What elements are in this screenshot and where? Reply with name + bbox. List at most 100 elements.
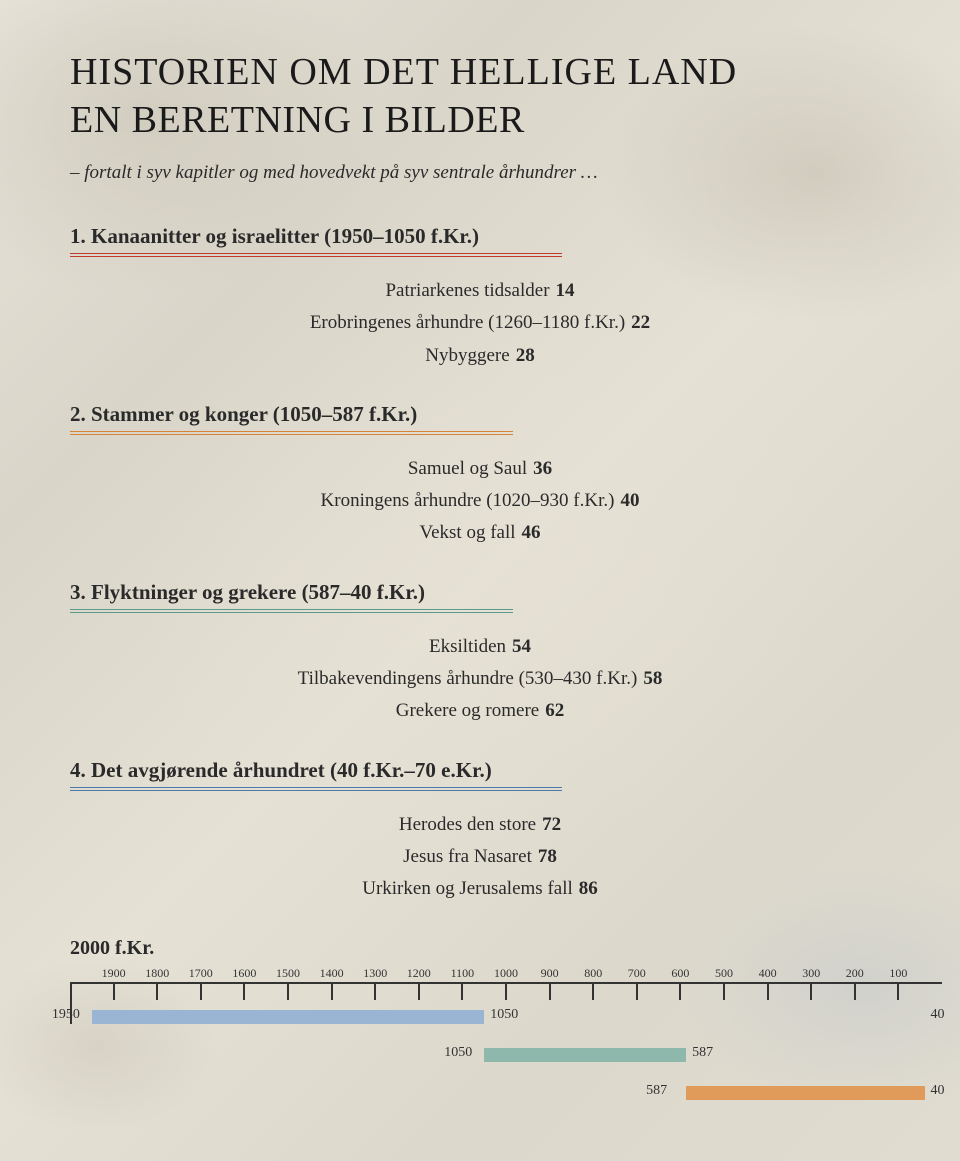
sub-item-text: Patriarkenes tidsalder (385, 280, 549, 301)
chapter-title: 4. Det avgjørende århundret (40 f.Kr.–70… (70, 758, 890, 783)
sub-item-text: Urkirken og Jerusalems fall (362, 878, 573, 899)
timeline-tick (636, 984, 638, 1000)
timeline-tick-label: 900 (541, 966, 559, 981)
bar-label-left: 1050 (444, 1045, 472, 1061)
timeline-bar-row: 587 40 (70, 1083, 942, 1113)
bar-label-right: 1050 (490, 1007, 518, 1023)
timeline-tick-label: 200 (846, 966, 864, 981)
timeline-bar (686, 1086, 924, 1100)
chapter-rule (70, 253, 562, 257)
timeline-tick-label: 1800 (145, 966, 169, 981)
timeline-tick-label: 1100 (451, 966, 475, 981)
table-of-contents: 1. Kanaanitter og israelitter (1950–1050… (70, 224, 890, 906)
timeline-tick (767, 984, 769, 1000)
chapter-rule (70, 609, 513, 613)
sub-item-page: 14 (556, 280, 575, 301)
timeline-tick (592, 984, 594, 1000)
chapter-sub-items: Samuel og Saul36 Kroningens århundre (102… (70, 453, 890, 550)
timeline-bars: 1950105040105058758740 (70, 1007, 942, 1121)
timeline-tick-label: 1900 (102, 966, 126, 981)
timeline-tick-label: 1200 (407, 966, 431, 981)
timeline-tick (200, 984, 202, 1000)
sub-item: Patriarkenes tidsalder 14 (70, 275, 890, 307)
sub-item-page: 78 (538, 846, 557, 867)
sub-item: Tilbakevendingens århundre (530–430 f.Kr… (70, 663, 890, 695)
chapter-title: 1. Kanaanitter og israelitter (1950–1050… (70, 224, 890, 249)
timeline-tick-label: 600 (671, 966, 689, 981)
sub-item-text: Grekere og romere (396, 700, 539, 721)
timeline-tick (113, 984, 115, 1000)
sub-item-text: Jesus fra Nasaret (403, 846, 532, 867)
timeline-tick-label: 100 (889, 966, 907, 981)
timeline-tick (505, 984, 507, 1000)
timeline-tick-label: 1600 (232, 966, 256, 981)
sub-item: Nybyggere 28 (70, 340, 890, 372)
sub-item: Eksiltiden 54 (70, 631, 890, 663)
timeline-tick (418, 984, 420, 1000)
timeline: 2000 f.Kr. 19001800170016001500140013001… (70, 937, 960, 1006)
timeline-tick-label: 800 (584, 966, 602, 981)
sub-item-text: Kroningens århundre (1020–930 f.Kr.) (321, 490, 615, 511)
sub-item-page: 46 (522, 522, 541, 543)
sub-item-page: 86 (579, 878, 598, 899)
timeline-bar-row: 1050 587 (70, 1045, 942, 1075)
sub-item-text: Vekst og fall (419, 522, 515, 543)
sub-item-text: Eksiltiden (429, 636, 506, 657)
timeline-tick (287, 984, 289, 1000)
chapter-title: 2. Stammer og konger (1050–587 f.Kr.) (70, 402, 890, 427)
timeline-tick-label: 1400 (320, 966, 344, 981)
sub-item: Herodes den store72 (70, 809, 890, 841)
timeline-axis: 1900180017001600150014001300120011001000… (70, 966, 960, 1006)
timeline-tick (331, 984, 333, 1000)
sub-item-page: 54 (512, 636, 531, 657)
sub-item-text: Tilbakevendingens århundre (530–430 f.Kr… (298, 668, 638, 689)
sub-item: Erobringenes århundre (1260–1180 f.Kr.)2… (70, 307, 890, 339)
sub-item: Grekere og romere 62 (70, 695, 890, 727)
timeline-tick-label: 500 (715, 966, 733, 981)
timeline-tick (156, 984, 158, 1000)
timeline-tick-label: 400 (759, 966, 777, 981)
timeline-tick (854, 984, 856, 1000)
bar-label-right: 40 (931, 1083, 945, 1099)
bar-label-right: 587 (692, 1045, 713, 1061)
title-line-1: HISTORIEN OM DET HELLIGE LAND (70, 50, 890, 94)
chapter-rule (70, 431, 513, 435)
chapter-sub-items: Patriarkenes tidsalder 14 Erobringenes årh… (70, 275, 890, 372)
sub-item-page: 36 (533, 458, 552, 479)
sub-item-page: 72 (542, 814, 561, 835)
sub-item-page: 62 (545, 700, 564, 721)
timeline-start-label: 2000 f.Kr. (70, 937, 960, 960)
sub-item-text: Erobringenes århundre (1260–1180 f.Kr.) (310, 312, 625, 333)
sub-item: Samuel og Saul36 (70, 453, 890, 485)
timeline-tick (549, 984, 551, 1000)
bar-label-far-right: 40 (931, 1007, 945, 1023)
sub-item: Jesus fra Nasaret 78 (70, 841, 890, 873)
timeline-bar (92, 1010, 484, 1024)
timeline-tick-label: 1300 (363, 966, 387, 981)
timeline-tick (461, 984, 463, 1000)
timeline-tick (897, 984, 899, 1000)
chapter-sub-items: Herodes den store72 Jesus fra Nasaret 78 Ur… (70, 809, 890, 906)
sub-item-page: 28 (516, 345, 535, 366)
timeline-tick-label: 300 (802, 966, 820, 981)
bar-label-left: 587 (646, 1083, 667, 1099)
sub-item-text: Nybyggere (425, 345, 509, 366)
chapter-rule (70, 787, 562, 791)
sub-item: Vekst og fall 46 (70, 517, 890, 549)
page-content: HISTORIEN OM DET HELLIGE LAND EN BERETNI… (0, 0, 960, 906)
timeline-tick-label: 1500 (276, 966, 300, 981)
chapter-title: 3. Flyktninger og grekere (587–40 f.Kr.) (70, 580, 890, 605)
timeline-tick (374, 984, 376, 1000)
sub-item-page: 58 (643, 668, 662, 689)
timeline-tick-label: 700 (628, 966, 646, 981)
timeline-tick (679, 984, 681, 1000)
timeline-tick-label: 1000 (494, 966, 518, 981)
timeline-tick (810, 984, 812, 1000)
timeline-bar-row: 1950105040 (70, 1007, 942, 1037)
sub-item-page: 40 (620, 490, 639, 511)
intro-text: – fortalt i syv kapitler og med hovedvek… (70, 162, 890, 184)
sub-item: Urkirken og Jerusalems fall 86 (70, 873, 890, 905)
timeline-tick (723, 984, 725, 1000)
title-line-2: EN BERETNING I BILDER (70, 98, 890, 142)
timeline-bar (484, 1048, 686, 1062)
